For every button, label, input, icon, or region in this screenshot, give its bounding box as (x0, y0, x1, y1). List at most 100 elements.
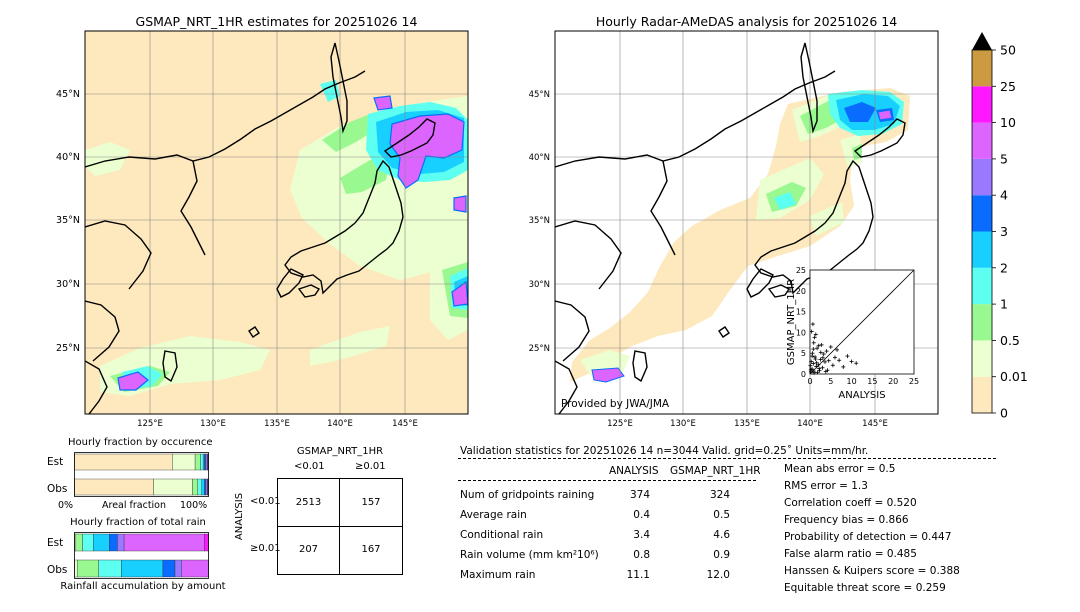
fraction-bar-segment (174, 559, 182, 578)
contingency-row-lt: <0.01 (250, 496, 281, 507)
lat-label: 40°N (56, 152, 80, 163)
left-lat-labels: 45°N 40°N 35°N 30°N 25°N (56, 89, 80, 354)
credit-text: Provided by JWA/JMA (561, 398, 670, 410)
scatter-point (810, 322, 815, 327)
score-line: False alarm ratio = 0.485 (784, 548, 917, 560)
scatter-point (818, 357, 823, 362)
fraction-bar-segment (194, 453, 201, 471)
fraction-bar-segment (74, 478, 154, 496)
fraction-bar-segment (153, 478, 193, 496)
colorbar-label: 1 (1000, 297, 1008, 312)
fraction-bar-segment (74, 453, 173, 471)
contingency-cell: 207 (298, 544, 319, 555)
lon-label: 145°E (862, 419, 888, 429)
scatter-point (849, 359, 854, 364)
occurrence-row-est: Est (47, 456, 64, 468)
contingency-col-lt: <0.01 (294, 461, 325, 472)
scatter-point (821, 352, 826, 357)
scatter-point (812, 354, 817, 359)
validation-analysis: 374 (629, 489, 650, 501)
fraction-bar-segment (121, 559, 164, 578)
right-lon-labels: 125°E 130°E 135°E 140°E 145°E (607, 419, 888, 429)
lon-label: 130°E (200, 419, 226, 429)
lat-label: 35°N (56, 215, 80, 226)
total-rain-row-obs: Obs (47, 564, 68, 576)
fraction-bar-segment (75, 533, 83, 552)
colorbar-label: 10 (1000, 115, 1016, 130)
colorbar-segment (972, 122, 992, 159)
colorbar-label: 0.5 (1000, 333, 1020, 348)
validation-label: Average rain (460, 509, 527, 521)
contingency-title: GSMAP_NRT_1HR (296, 446, 384, 457)
colorbar: 0 0.01 0.5 1 2 3 4 5 10 25 50 (971, 32, 1028, 421)
occurrence-title: Hourly fraction by occurence (68, 437, 213, 448)
scatter-point (815, 346, 820, 351)
validation-gsmap: 4.6 (713, 529, 730, 541)
total-rain-title: Hourly fraction of total rain (70, 517, 206, 528)
total-rain-row-est: Est (47, 537, 64, 549)
scatter-x-tick: 5 (828, 377, 833, 386)
occurrence-chart (74, 452, 209, 497)
scatter-x-tick: 20 (888, 377, 898, 386)
scatter-point (813, 357, 818, 362)
scatter-point (815, 370, 820, 375)
lon-label: 135°E (734, 419, 760, 429)
occurrence-row-obs: Obs (47, 483, 68, 495)
colorbar-segment (972, 195, 992, 232)
fraction-bar-segment (109, 533, 118, 552)
scatter-y-tick: 20 (796, 287, 806, 296)
fraction-bar-segment (201, 478, 205, 496)
fraction-bar-segment (98, 559, 122, 578)
scatter-point (826, 358, 831, 363)
fraction-bar-segment (204, 453, 207, 471)
scatter-point (810, 354, 815, 359)
scatter-point (830, 363, 835, 368)
scatter-x-tick: 15 (867, 377, 877, 386)
colorbar-segment (972, 340, 992, 377)
colorbar-segment (972, 267, 992, 305)
fraction-bar-segment (204, 478, 207, 496)
validation-col-gsmap: GSMAP_NRT_1HR (670, 465, 761, 477)
validation-gsmap: 0.5 (713, 509, 730, 521)
scatter-ylabel: GSMAP_NRT_1HR (786, 279, 797, 365)
fraction-bar-segment (172, 453, 196, 471)
occurrence-axis-left: 0% (58, 500, 74, 511)
validation-table-rule (458, 480, 756, 481)
validation-label: Conditional rain (460, 529, 544, 541)
scatter-point (811, 361, 816, 366)
colorbar-segment (972, 158, 992, 196)
lon-label: 125°E (607, 419, 633, 429)
validation-col-analysis: ANALYSIS (609, 465, 659, 477)
left-map: 45°N 40°N 35°N 30°N 25°N 125°E 130°E 135… (56, 30, 469, 429)
scatter-point (854, 361, 859, 366)
right-lat-labels: 45°N 40°N 35°N 30°N 25°N (529, 90, 550, 354)
fraction-bar-segment (200, 453, 204, 471)
scatter-y-tick: 15 (796, 308, 806, 317)
fraction-bar-segment (181, 559, 209, 578)
colorbar-label: 0.01 (1000, 369, 1028, 384)
score-line: Correlation coeff = 0.520 (784, 497, 917, 509)
score-line: RMS error = 1.3 (784, 480, 868, 492)
scatter-point (814, 360, 819, 365)
lon-label: 135°E (264, 419, 290, 429)
colorbar-label: 2 (1000, 260, 1008, 275)
scatter-point (813, 332, 818, 337)
fraction-bar-segment (93, 533, 110, 552)
lat-label: 45°N (56, 89, 80, 100)
fraction-bar-segment (205, 478, 208, 496)
scatter-y-tick: 10 (796, 328, 806, 337)
inset-scatter: 00 5 5 10 10 15 15 20 20 25 25 ANALYSIS GSMAP_NRT_… (786, 266, 919, 401)
contingency-table: 2513 157 207 167 (277, 478, 403, 575)
scatter-point (814, 364, 819, 369)
scatter-point (841, 364, 846, 369)
occurrence-axis-right: 100% (180, 500, 208, 511)
colorbar-label: 3 (1000, 224, 1008, 239)
fraction-bar-segment (82, 533, 94, 552)
fraction-bar-segment (76, 559, 99, 578)
lon-label: 145°E (392, 419, 418, 429)
validation-analysis: 11.1 (626, 569, 650, 581)
lat-label: 30°N (529, 280, 550, 290)
colorbar-label: 50 (1000, 43, 1016, 58)
total-rain-chart (74, 532, 209, 579)
scatter-point (820, 355, 825, 360)
